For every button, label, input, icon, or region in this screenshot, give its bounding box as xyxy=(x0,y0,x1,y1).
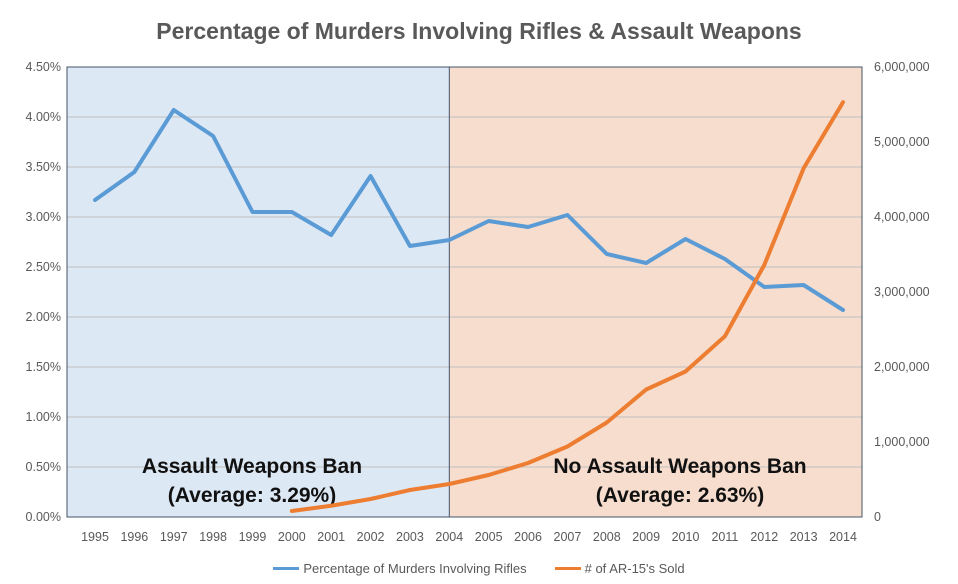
data-point xyxy=(408,244,412,248)
x-tick-label: 1996 xyxy=(120,530,148,544)
data-point xyxy=(684,237,688,241)
y-right-tick-label: 0 xyxy=(874,510,881,524)
data-point xyxy=(762,285,766,289)
data-point xyxy=(487,219,491,223)
data-point xyxy=(329,504,333,508)
x-tick-label: 2013 xyxy=(790,530,818,544)
y-left-tick-label: 4.50% xyxy=(26,60,61,74)
legend-item-rifles: Percentage of Murders Involving Rifles xyxy=(273,561,527,576)
plot-border xyxy=(66,66,863,518)
y-left-tick-label: 2.00% xyxy=(26,310,61,324)
data-point xyxy=(132,170,136,174)
y-left-tick-label: 0.50% xyxy=(26,460,61,474)
data-point xyxy=(290,509,294,513)
data-point xyxy=(369,174,373,178)
region-label-no-ban: No Assault Weapons Ban xyxy=(553,455,806,478)
data-point xyxy=(329,233,333,237)
x-tick-label: 2012 xyxy=(750,530,778,544)
data-point xyxy=(841,308,845,312)
region-label-ban: Assault Weapons Ban xyxy=(142,455,362,478)
x-tick-label: 1998 xyxy=(199,530,227,544)
data-point xyxy=(565,445,569,448)
y-left-tick-label: 0.00% xyxy=(26,510,61,524)
y-right-tick-label: 3,000,000 xyxy=(874,285,930,299)
y-left-tick-label: 1.50% xyxy=(26,360,61,374)
x-tick-label: 2001 xyxy=(317,530,345,544)
data-point xyxy=(565,213,569,217)
data-point xyxy=(644,261,648,265)
region-sublabel-no-ban: (Average: 2.63%) xyxy=(596,484,764,507)
data-point xyxy=(802,166,806,170)
data-point xyxy=(211,134,215,138)
data-point xyxy=(723,334,727,338)
data-point xyxy=(723,257,727,261)
x-tick-label: 2011 xyxy=(711,530,738,544)
series-line-0 xyxy=(93,108,845,312)
x-tick-label: 1995 xyxy=(81,530,109,544)
data-point xyxy=(408,488,412,492)
data-point xyxy=(605,252,609,256)
x-tick-label: 2002 xyxy=(357,530,385,544)
x-tick-label: 2010 xyxy=(672,530,700,544)
data-point xyxy=(605,421,609,424)
y-right-tick-label: 1,000,000 xyxy=(874,435,930,449)
x-tick-label: 2000 xyxy=(278,530,306,544)
data-point xyxy=(762,263,766,267)
x-tick-label: 2007 xyxy=(554,530,582,544)
data-point xyxy=(526,461,530,465)
region-sublabel-ban: (Average: 3.29%) xyxy=(168,484,336,507)
data-point xyxy=(644,388,648,391)
y-left-tick-label: 2.50% xyxy=(26,260,61,274)
y-right-tick-label: 4,000,000 xyxy=(874,210,930,224)
data-point xyxy=(250,210,254,214)
data-point xyxy=(487,473,491,477)
x-tick-label: 2004 xyxy=(435,530,463,544)
data-point xyxy=(93,198,97,202)
legend-label: # of AR-15's Sold xyxy=(584,561,685,576)
data-point xyxy=(447,482,451,486)
data-point xyxy=(369,497,373,501)
legend-swatch xyxy=(554,567,581,570)
data-point xyxy=(526,225,530,229)
y-left-tick-label: 4.00% xyxy=(26,110,61,124)
data-point xyxy=(172,108,176,112)
x-tick-label: 1997 xyxy=(160,530,188,544)
y-right-tick-label: 5,000,000 xyxy=(874,135,930,149)
x-tick-label: 2014 xyxy=(829,530,857,544)
x-tick-label: 1999 xyxy=(239,530,267,544)
x-tick-label: 2005 xyxy=(475,530,503,544)
x-tick-label: 2008 xyxy=(593,530,621,544)
data-point xyxy=(802,283,806,287)
chart-title: Percentage of Murders Involving Rifles &… xyxy=(156,18,802,44)
data-point xyxy=(841,100,845,104)
x-tick-label: 2003 xyxy=(396,530,424,544)
legend-swatch xyxy=(273,567,300,570)
legend: Percentage of Murders Involving Rifles #… xyxy=(0,561,958,576)
legend-label: Percentage of Murders Involving Rifles xyxy=(303,561,527,576)
y-left-tick-label: 1.00% xyxy=(26,410,61,424)
data-point xyxy=(290,210,294,214)
x-tick-label: 2009 xyxy=(632,530,660,544)
data-point xyxy=(447,238,451,242)
region-ban xyxy=(67,67,450,517)
data-point xyxy=(684,370,688,373)
x-tick-label: 2006 xyxy=(514,530,542,544)
y-right-tick-label: 2,000,000 xyxy=(874,360,930,374)
region-no-ban xyxy=(449,67,862,517)
y-left-tick-label: 3.00% xyxy=(26,210,61,224)
legend-item-ar15: # of AR-15's Sold xyxy=(554,561,685,576)
y-left-tick-label: 3.50% xyxy=(26,160,61,174)
y-right-tick-label: 6,000,000 xyxy=(874,60,930,74)
